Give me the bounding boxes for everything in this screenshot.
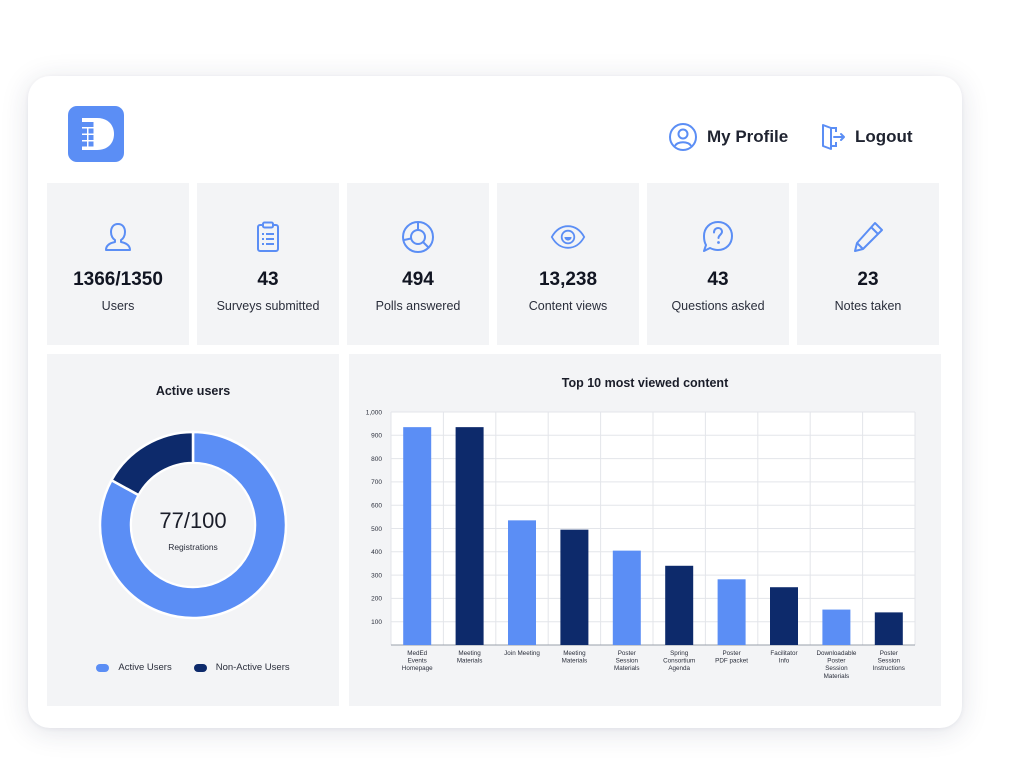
category-label: Poster PDF packet — [715, 650, 748, 665]
legend-item-non-active: Non-Active Users — [193, 662, 290, 673]
stat-value: 23 — [857, 269, 879, 290]
bar[interactable] — [874, 612, 903, 645]
donut-center-label: Registrations — [168, 542, 218, 552]
poll-icon — [402, 221, 434, 253]
stat-label: Polls answered — [375, 299, 461, 313]
y-tick-label: 900 — [371, 433, 382, 440]
stat-label: Questions asked — [671, 299, 765, 313]
clipboard-icon — [257, 221, 279, 252]
bar[interactable] — [560, 529, 589, 645]
legend-label: Active Users — [118, 662, 172, 673]
bar[interactable] — [455, 427, 484, 645]
stat-content-views: 13,238 Content views — [497, 183, 639, 345]
logout-label: Logout — [855, 127, 913, 146]
legend-label: Non-Active Users — [215, 662, 290, 673]
category-label: MedEd Events Homepage — [402, 650, 433, 672]
stat-value: 43 — [257, 269, 279, 290]
legend-swatch — [96, 663, 110, 672]
user-icon — [105, 223, 131, 251]
y-tick-label: 800 — [371, 456, 382, 463]
stat-label: Users — [101, 299, 135, 313]
app-logo[interactable] — [68, 106, 124, 162]
logo-mark-icon — [82, 118, 114, 150]
logout-link[interactable]: Logout — [820, 122, 913, 152]
category-label: Join Meeting — [504, 650, 540, 657]
stat-label: Notes taken — [834, 299, 902, 313]
bar[interactable] — [770, 587, 798, 645]
category-label: Spring Consortium Agenda — [663, 650, 695, 672]
bar[interactable] — [822, 609, 851, 645]
donut-slice-active[interactable] — [98, 430, 288, 620]
bar[interactable] — [665, 565, 694, 645]
profile-icon — [669, 123, 697, 151]
stat-value: 494 — [402, 269, 434, 290]
y-tick-label: 200 — [371, 596, 382, 603]
y-tick-label: 700 — [371, 479, 382, 486]
category-label: Meeting Materials — [457, 650, 483, 665]
donut-hole — [132, 464, 254, 586]
y-tick-label: 600 — [371, 503, 382, 510]
stat-questions: 43 Questions asked — [647, 183, 789, 345]
donut-active-count: 77 — [159, 508, 184, 533]
bar[interactable] — [508, 520, 536, 645]
question-icon — [703, 221, 733, 252]
my-profile-label: My Profile — [707, 127, 789, 146]
category-label: Facilitator Info — [770, 650, 797, 665]
category-label: Meeting Materials — [562, 650, 588, 665]
my-profile-link[interactable]: My Profile — [668, 122, 788, 152]
top-content-bar-chart: 100 200 300 400 500 600 700 800 900 1,000 MedEd Eve… — [366, 409, 916, 680]
bar[interactable] — [403, 427, 432, 645]
legend-swatch — [193, 663, 207, 672]
donut-legend: Active Users Non-Active Users — [47, 662, 339, 673]
category-label: Downloadable Poster Session Materials — [816, 650, 856, 680]
category-label: Poster Session Materials — [614, 650, 640, 672]
stat-polls: 494 Polls answered — [347, 183, 489, 345]
bar[interactable] — [612, 550, 641, 645]
y-tick-label: 100 — [371, 619, 382, 626]
stat-label: Content views — [528, 299, 608, 313]
logout-icon — [822, 124, 845, 150]
active-users-panel: Active users 77/100 Registrations Active… — [47, 354, 339, 706]
top-content-title: Top 10 most viewed content — [561, 376, 729, 390]
y-tick-label: 500 — [371, 526, 382, 533]
stat-users: 1366/1350 Users — [47, 183, 189, 345]
y-tick-label: 1,000 — [366, 409, 383, 416]
stat-value: 43 — [707, 269, 729, 290]
y-tick-label: 400 — [371, 549, 382, 556]
legend-item-active: Active Users — [96, 662, 172, 673]
stat-label: Surveys submitted — [216, 299, 320, 313]
donut-slice-non-active[interactable] — [109, 430, 195, 497]
top-content-panel: Top 10 most viewed content 100 200 300 400 5… — [349, 354, 941, 706]
pencil-icon — [854, 222, 883, 252]
stat-value: 13,238 — [538, 269, 598, 290]
eye-icon — [550, 225, 586, 249]
donut-center-value: 77/100 — [47, 508, 339, 534]
dashboard-card: My Profile Logout 1366/1350 Users 43 — [28, 76, 962, 728]
active-users-title: Active users — [155, 384, 231, 398]
bar[interactable] — [717, 579, 746, 645]
active-users-donut — [98, 430, 288, 620]
stat-value: 1366/1350 — [73, 269, 163, 290]
stat-notes: 23 Notes taken — [797, 183, 939, 345]
donut-total: /100 — [183, 508, 227, 533]
stat-surveys: 43 Surveys submitted — [197, 183, 339, 345]
y-tick-label: 300 — [371, 572, 382, 579]
category-label: Poster Session Instructions — [873, 650, 905, 672]
